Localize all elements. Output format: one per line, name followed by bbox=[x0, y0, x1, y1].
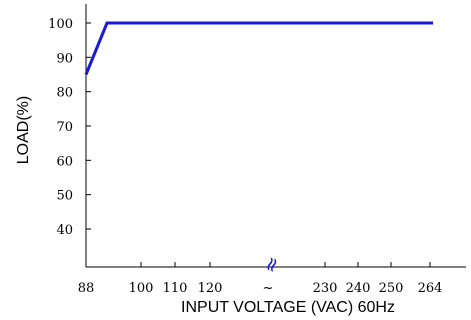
y-tick-label: 40 bbox=[56, 223, 73, 238]
x-tick-label: 110 bbox=[163, 281, 188, 296]
y-axis-ticks: 40 50 60 70 80 90 100 bbox=[48, 17, 91, 238]
y-axis-title: LOAD(%) bbox=[15, 96, 32, 164]
series-line-load bbox=[86, 23, 433, 75]
x-tick-label: 264 bbox=[418, 281, 443, 296]
y-tick-label: 50 bbox=[56, 189, 73, 204]
x-tick-label: 100 bbox=[129, 281, 154, 296]
y-tick-label: 100 bbox=[48, 17, 73, 32]
x-tick-label: 120 bbox=[198, 281, 223, 296]
axis-break-marker: ≈ bbox=[257, 252, 285, 276]
y-tick-label: 60 bbox=[56, 154, 73, 169]
y-tick-label: 90 bbox=[56, 51, 73, 66]
x-tick-label: ~ bbox=[263, 281, 274, 296]
x-tick-label: 250 bbox=[379, 281, 404, 296]
x-axis-title: INPUT VOLTAGE (VAC) 60Hz bbox=[181, 299, 395, 316]
y-tick-label: 70 bbox=[56, 120, 73, 135]
x-tick-label: 230 bbox=[313, 281, 338, 296]
y-tick-label: 80 bbox=[56, 86, 73, 101]
x-tick-label: 88 bbox=[78, 281, 95, 296]
x-tick-label: 240 bbox=[346, 281, 371, 296]
